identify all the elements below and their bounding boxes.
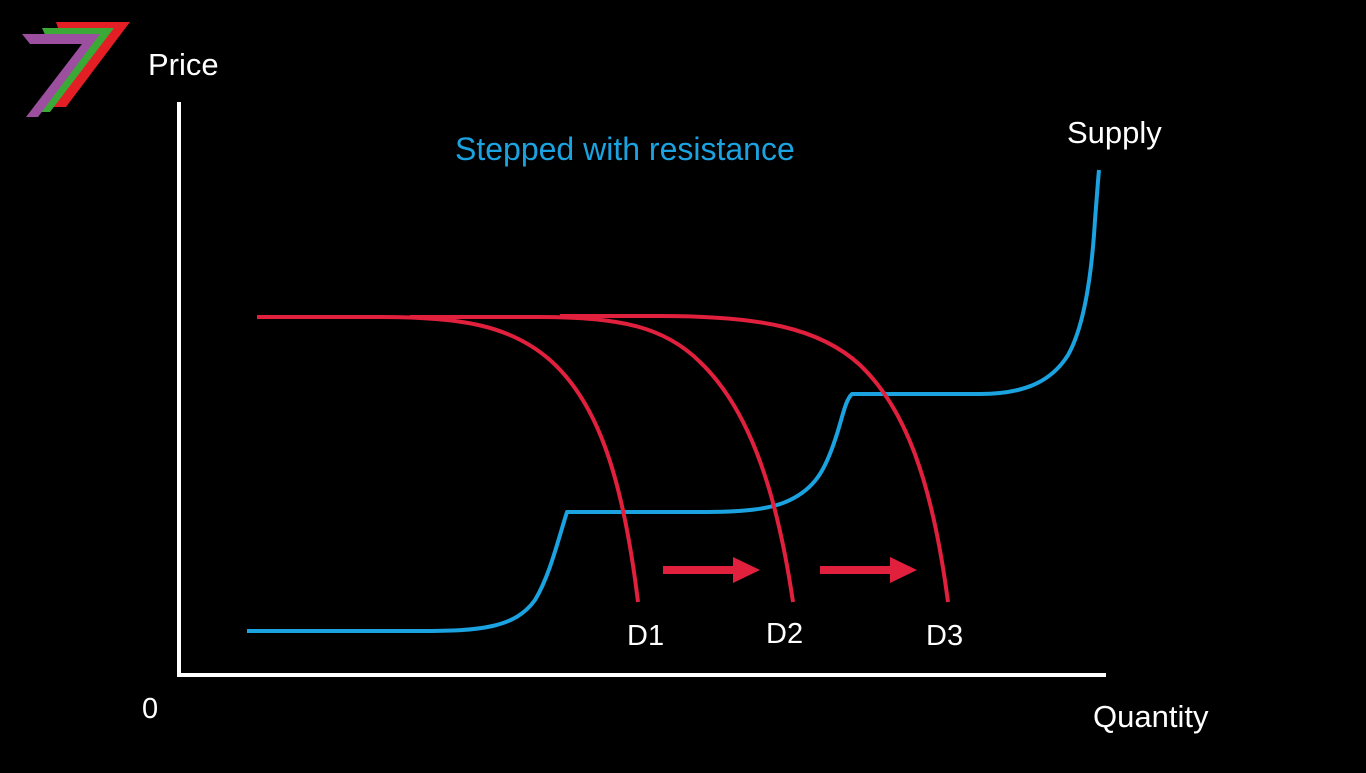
demand-curve-d1 xyxy=(257,315,640,603)
demand-label-d1: D1 xyxy=(627,620,664,652)
x-axis-label: Quantity xyxy=(1093,699,1209,734)
origin-label: 0 xyxy=(142,693,158,725)
supply-curve xyxy=(247,169,1101,633)
demand-label-d3: D3 xyxy=(926,620,963,652)
supply-label: Supply xyxy=(1067,115,1162,150)
seven-logo xyxy=(22,22,130,117)
demand-curve-d3 xyxy=(560,314,950,603)
shift-arrow-1 xyxy=(663,557,760,583)
shift-arrow-2 xyxy=(820,557,917,583)
demand-curve-d2 xyxy=(410,315,795,603)
y-axis-label: Price xyxy=(148,47,219,82)
logo-stroke-purple xyxy=(22,34,100,117)
demand-label-d2: D2 xyxy=(766,618,803,650)
diagram-title: Stepped with resistance xyxy=(455,131,795,167)
